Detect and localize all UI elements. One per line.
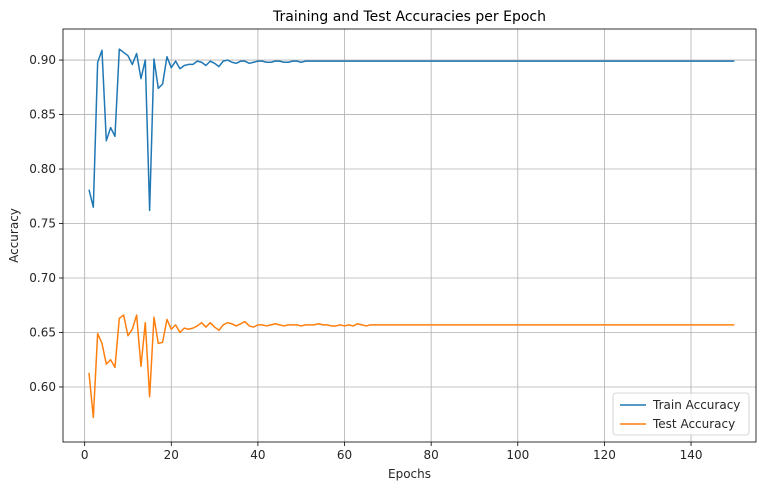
legend-label-train-accuracy: Train Accuracy <box>652 398 740 412</box>
x-tick-label: 0 <box>81 448 89 462</box>
grid-lines <box>63 29 756 442</box>
y-tick-label: 0.70 <box>29 271 56 285</box>
y-axis-label: Accuracy <box>7 208 21 263</box>
x-tick-label: 80 <box>424 448 439 462</box>
x-tick-label: 20 <box>164 448 179 462</box>
x-tick-label: 120 <box>593 448 616 462</box>
y-tick-label: 0.75 <box>29 217 56 231</box>
y-tick-label: 0.60 <box>29 380 56 394</box>
x-axis-ticks: 0 20 40 60 80 100 120 140 <box>81 442 703 462</box>
legend: Train Accuracy Test Accuracy <box>612 392 750 436</box>
legend-label-test-accuracy: Test Accuracy <box>652 417 735 431</box>
chart-title: Training and Test Accuracies per Epoch <box>272 9 546 25</box>
series-line-train-accuracy <box>88 48 735 212</box>
x-tick-label: 100 <box>506 448 529 462</box>
y-tick-label: 0.80 <box>29 162 56 176</box>
x-tick-label: 140 <box>680 448 703 462</box>
plot-area-frame <box>62 28 757 443</box>
y-tick-label: 0.90 <box>29 53 56 67</box>
series-lines <box>88 48 735 419</box>
legend-box <box>612 392 750 436</box>
x-tick-label: 60 <box>337 448 352 462</box>
y-tick-label: 0.65 <box>29 325 56 339</box>
x-axis-label: Epochs <box>388 467 431 481</box>
y-tick-label: 0.85 <box>29 108 56 122</box>
series-line-test-accuracy <box>88 314 735 419</box>
y-axis-ticks: 0.60 0.65 0.70 0.75 0.80 0.85 0.90 <box>29 53 63 394</box>
x-tick-label: 40 <box>250 448 265 462</box>
